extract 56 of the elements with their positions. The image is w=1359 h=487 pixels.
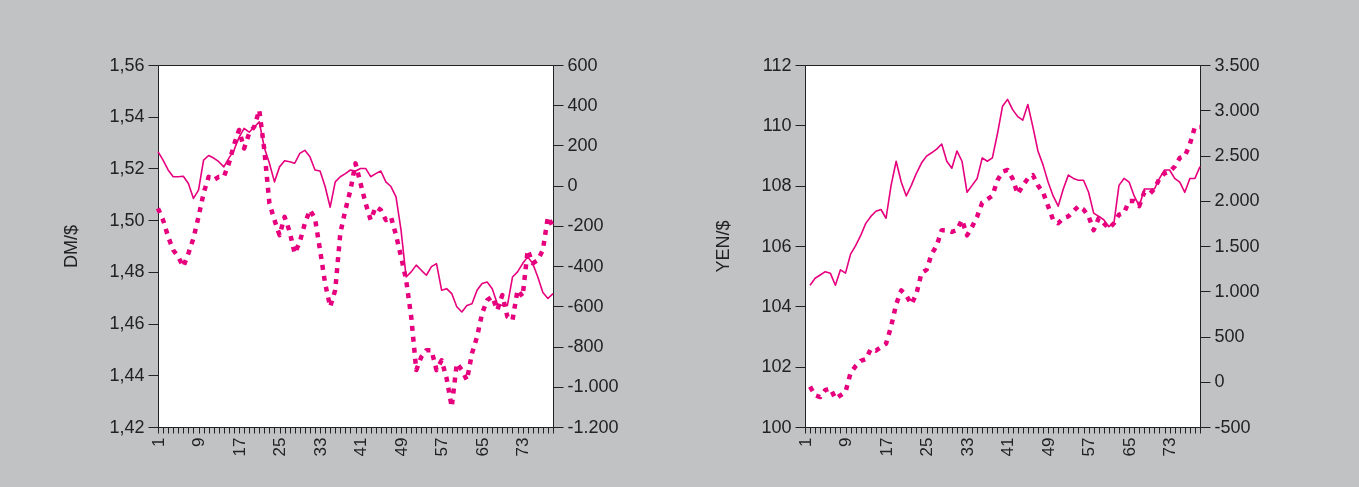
y-tick-label: 1,52 [109,157,145,178]
x-tick-label: 49 [1038,437,1058,457]
y-tick-label: 112 [762,54,792,75]
y2-tick-label: 2.500 [1214,145,1260,165]
x-tick-label: 25 [917,437,937,457]
y-tick-label: 102 [761,356,792,377]
y2-tick-label: -200 [567,215,604,236]
x-tick-label: 33 [310,437,330,457]
x-tick-label: 1 [795,437,815,447]
y-tick-label: 108 [761,175,792,196]
y2-tick-label: 3.500 [1214,54,1260,75]
y2-tick-label: 400 [567,94,598,115]
y2-tick-label: 3.000 [1214,99,1260,120]
x-tick-label: 65 [472,437,492,457]
y2-tick-label: -400 [567,255,604,276]
x-tick-label: 1 [148,437,168,447]
y2-tick-label: 0 [567,175,578,196]
y2-tick-label: -800 [567,336,604,357]
y-tick-label: 104 [761,295,792,316]
y-tick-label: 1,54 [109,106,145,127]
y-tick-label: 106 [761,235,792,256]
y2-tick-label: 2.000 [1214,190,1260,211]
y2-tick-label: -1.000 [567,376,619,397]
x-tick-label: 9 [836,437,856,447]
y2-tick-label: 500 [1214,326,1245,346]
x-tick-label: 41 [351,437,371,457]
x-tick-label: 73 [1160,437,1180,457]
x-tick-label: 49 [391,437,411,457]
x-tick-label: 41 [998,437,1018,457]
x-tick-label: 9 [189,437,209,447]
y-tick-label: 1,46 [109,313,145,334]
y-tick-label: 1,48 [109,261,145,282]
x-tick-label: 17 [229,437,249,457]
y-tick-label: 1,42 [109,416,145,437]
y-tick-label: 1,44 [109,364,145,385]
x-tick-label: 57 [432,437,452,457]
y2-tick-label: 1.500 [1214,235,1260,256]
y2-tick-label: 1.000 [1214,280,1260,301]
x-tick-label: 57 [1079,437,1099,457]
y2-tick-label: 200 [567,134,598,155]
x-tick-label: 73 [513,437,533,457]
y2-tick-label: 600 [567,54,598,75]
y2-tick-label: 0 [1214,371,1225,392]
y-tick-label: 110 [762,114,792,135]
y-axis-title: YEN/$ [713,220,734,273]
y2-tick-label: -1.200 [567,416,619,437]
x-tick-label: 33 [957,437,977,457]
y2-tick-label: -500 [1214,416,1251,437]
y-axis-title: DM/$ [61,224,82,269]
y-tick-label: 1,56 [109,54,145,75]
y-tick-label: 1,50 [109,209,145,230]
y-tick-label: 100 [761,416,792,437]
x-tick-label: 25 [270,437,290,457]
x-tick-label: 65 [1119,437,1139,457]
x-tick-label: 17 [876,437,896,457]
y2-tick-label: -600 [567,295,604,316]
